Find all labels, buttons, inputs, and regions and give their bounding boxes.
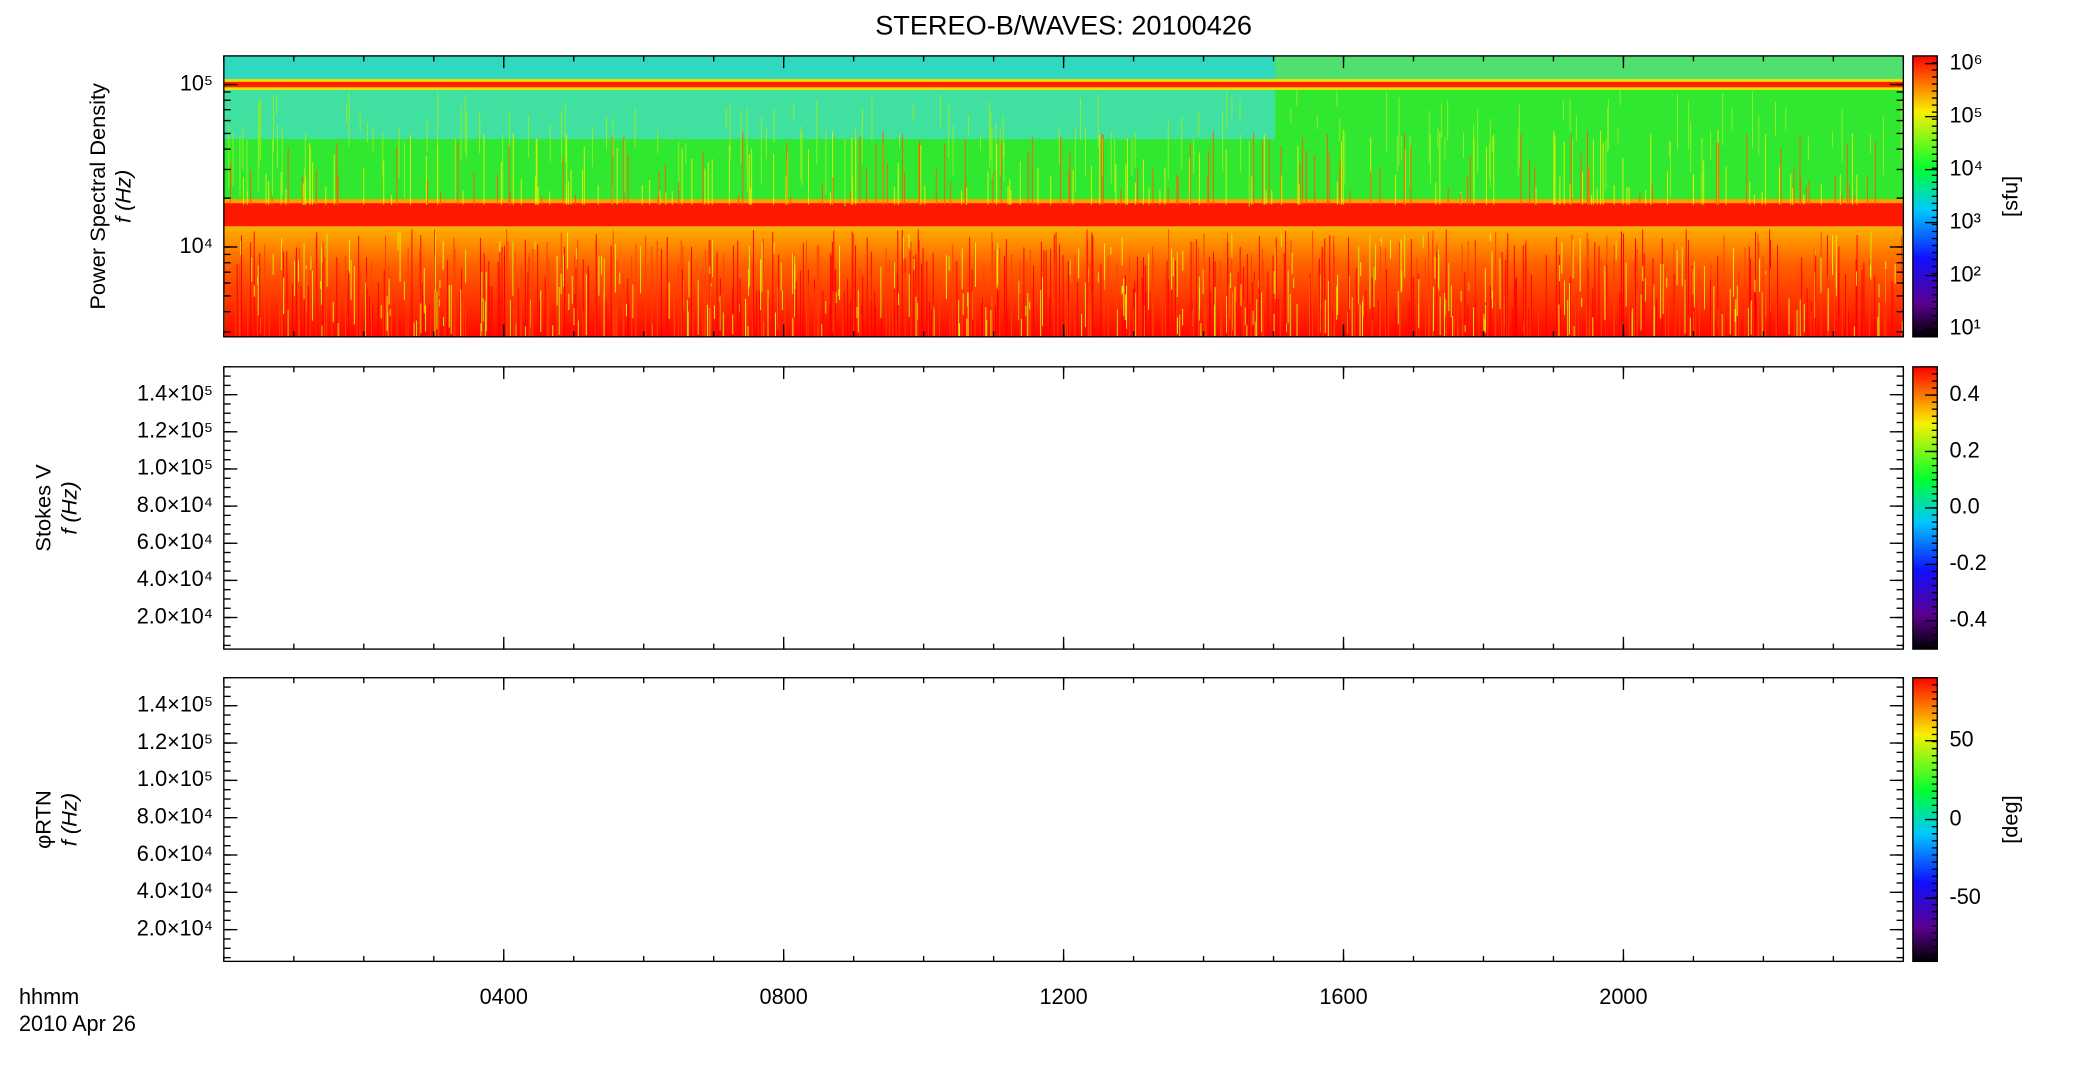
- y-tick-label: 6.0×10⁴: [137, 841, 213, 866]
- colorbar-label: [sfu]: [1998, 176, 2023, 217]
- y-tick-label: 1.2×10⁵: [137, 418, 213, 443]
- chart-title: STEREO-B/WAVES: 20100426: [875, 9, 1252, 40]
- colorbar-tick-label: 50: [1949, 726, 1973, 751]
- y-tick-label: 8.0×10⁴: [137, 492, 213, 517]
- plot-frame: [223, 366, 1905, 650]
- y-tick-label: 2.0×10⁴: [137, 915, 213, 940]
- colorbar-tick-label: 10⁵: [1949, 102, 1982, 127]
- y-tick-label: 4.0×10⁴: [137, 566, 213, 591]
- colorbar-tick-label: 10²: [1949, 261, 1980, 286]
- colorbar-tick-label: 0.4: [1949, 381, 1979, 406]
- y-axis-label: f (Hz): [56, 793, 81, 846]
- plot-frame: [223, 677, 1905, 963]
- y-axis-label: Power Spectral Density: [85, 83, 110, 310]
- y-tick-label: 10⁵: [180, 70, 213, 95]
- colorbar-label: [deg]: [1998, 795, 2023, 843]
- y-axis-label: φRTN: [31, 790, 56, 849]
- y-tick-label: 1.4×10⁵: [137, 380, 213, 405]
- y-tick-label: 2.0×10⁴: [137, 603, 213, 628]
- colorbar-tick-label: 10³: [1949, 208, 1980, 233]
- y-tick-label: 6.0×10⁴: [137, 529, 213, 554]
- colorbar-tick-label: 0.0: [1949, 494, 1979, 519]
- y-axis-label: Stokes V: [31, 464, 56, 552]
- y-tick-label: 1.2×10⁵: [137, 729, 213, 754]
- x-tick-label: 0400: [480, 984, 528, 1009]
- colorbar-tick-label: -0.2: [1949, 550, 1986, 575]
- y-tick-label: 1.4×10⁵: [137, 691, 213, 716]
- y-tick-label: 10⁴: [180, 233, 213, 258]
- y-tick-label: 4.0×10⁴: [137, 878, 213, 903]
- colorbar-tick-label: 10⁴: [1949, 155, 1982, 180]
- colorbar-tick-label: 0: [1949, 805, 1961, 830]
- x-tick-label: 2000: [1599, 984, 1647, 1009]
- colorbar-tick-label: 0.2: [1949, 437, 1979, 462]
- x-tick-label: 1200: [1039, 984, 1087, 1009]
- y-tick-label: 8.0×10⁴: [137, 803, 213, 828]
- spectrogram: [223, 55, 1904, 337]
- y-axis-label: f (Hz): [111, 170, 136, 223]
- x-tick-label: 0800: [760, 984, 808, 1009]
- colorbar-tick-label: 10⁶: [1949, 49, 1982, 74]
- x-axis-sublabel: 2010 Apr 26: [19, 1011, 136, 1036]
- y-axis-label: f (Hz): [56, 481, 81, 534]
- colorbar-tick-label: 10¹: [1949, 314, 1980, 339]
- y-tick-label: 1.0×10⁵: [137, 766, 213, 791]
- colorbar-tick-label: -0.4: [1949, 607, 1986, 632]
- x-axis-label: hhmm: [19, 984, 79, 1009]
- colorbar-tick-label: -50: [1949, 884, 1980, 909]
- x-tick-label: 1600: [1319, 984, 1367, 1009]
- y-tick-label: 1.0×10⁵: [137, 455, 213, 480]
